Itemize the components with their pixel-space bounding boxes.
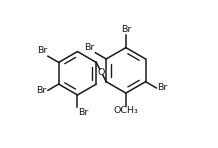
Text: Br: Br bbox=[121, 25, 131, 34]
Text: OCH₃: OCH₃ bbox=[113, 106, 138, 115]
Text: Br: Br bbox=[158, 83, 168, 92]
Text: Br: Br bbox=[78, 108, 89, 117]
Text: O: O bbox=[97, 67, 105, 77]
Text: Br: Br bbox=[37, 46, 47, 55]
Text: Br: Br bbox=[36, 86, 47, 95]
Text: Br: Br bbox=[84, 43, 95, 52]
